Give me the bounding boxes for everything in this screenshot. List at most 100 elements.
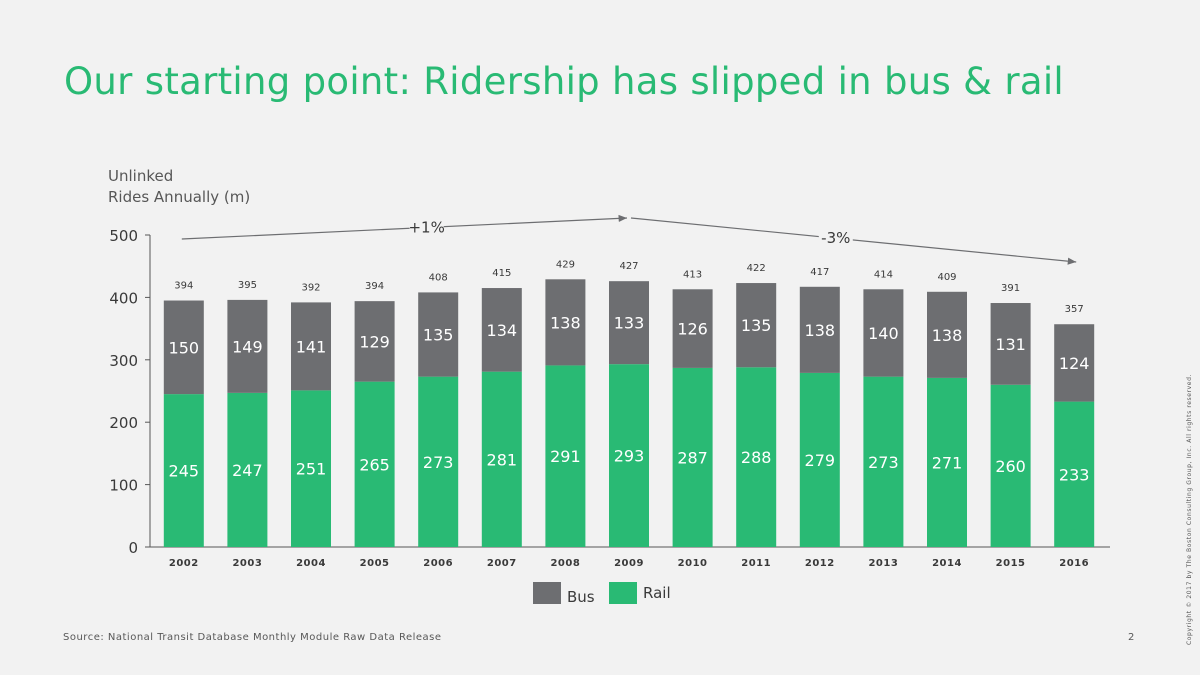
total-value-label: 394: [365, 281, 384, 292]
bar-bus: [163, 300, 204, 395]
total-value-label: 395: [238, 280, 257, 291]
total-value-label: 415: [492, 268, 511, 279]
page-number: 2: [1128, 632, 1135, 643]
y-tick-label: 100: [109, 477, 138, 495]
bar-bus: [418, 292, 459, 377]
bar-bus: [927, 291, 967, 378]
y-axis-label-line1: Unlinked: [108, 167, 174, 185]
trend-label: +1%: [408, 218, 444, 236]
total-value-label: 391: [1001, 283, 1020, 294]
bar-bus: [354, 301, 395, 382]
y-tick-label: 300: [109, 352, 138, 370]
y-tick-label: 200: [109, 414, 138, 432]
trend-label-bg: [409, 217, 444, 236]
legend-label: Rail: [643, 584, 671, 602]
x-tick-label: 2007: [487, 558, 517, 569]
x-tick-label: 2015: [996, 558, 1026, 569]
legend-label: Bus: [567, 588, 595, 606]
rail-value-label: 279: [805, 451, 836, 470]
rail-value-label: 271: [932, 453, 963, 472]
bar-bus: [799, 286, 840, 373]
total-value-label: 408: [429, 272, 448, 283]
legend-swatch: [533, 582, 561, 604]
x-tick-label: 2008: [550, 558, 580, 569]
y-tick-label: 0: [128, 539, 138, 557]
rail-value-label: 281: [487, 450, 518, 469]
bus-value-label: 138: [805, 321, 836, 340]
total-value-label: 357: [1065, 304, 1084, 315]
bar-bus: [863, 289, 904, 377]
bar-rail: [863, 376, 904, 547]
bar-bus: [545, 279, 586, 366]
bar-rail: [354, 381, 395, 547]
bar-rail: [672, 367, 713, 547]
bar-bus: [227, 299, 268, 393]
rail-value-label: 291: [550, 447, 581, 466]
rail-value-label: 288: [741, 448, 772, 467]
x-tick-label: 2011: [741, 558, 771, 569]
bus-value-label: 124: [1059, 354, 1090, 373]
y-axis-label-line2: Rides Annually (m): [108, 188, 251, 206]
bus-value-label: 140: [868, 324, 899, 343]
x-tick-label: 2002: [169, 558, 199, 569]
bar-rail: [418, 376, 459, 547]
total-value-label: 429: [556, 259, 575, 270]
total-value-label: 409: [937, 272, 956, 283]
rail-value-label: 293: [614, 447, 645, 466]
x-tick-label: 2006: [423, 558, 453, 569]
total-value-label: 422: [747, 263, 766, 274]
slide-title: Our starting point: Ridership has slippe…: [64, 60, 1064, 103]
rail-value-label: 233: [1059, 465, 1090, 484]
bar-bus: [1054, 324, 1095, 402]
bar-rail: [736, 367, 777, 547]
rail-value-label: 251: [296, 460, 327, 479]
bar-bus: [291, 302, 331, 391]
source-note: Source: National Transit Database Monthl…: [63, 632, 442, 643]
rail-value-label: 265: [359, 455, 390, 474]
rail-value-label: 260: [995, 457, 1026, 476]
bus-value-label: 141: [296, 337, 327, 356]
rail-value-label: 287: [677, 448, 708, 467]
total-value-label: 392: [301, 282, 320, 293]
x-tick-label: 2013: [868, 558, 898, 569]
rail-value-label: 245: [169, 462, 200, 481]
rail-value-label: 247: [232, 461, 263, 480]
bar-rail: [545, 365, 586, 547]
x-tick-label: 2004: [296, 558, 326, 569]
bar-bus: [990, 303, 1031, 385]
total-value-label: 427: [619, 261, 638, 272]
trend-label-bg: [818, 228, 853, 247]
total-value-label: 417: [810, 267, 829, 278]
bar-rail: [163, 394, 204, 547]
total-value-label: 414: [874, 269, 893, 280]
bus-value-label: 135: [741, 316, 772, 335]
rail-value-label: 273: [868, 453, 899, 472]
bus-value-label: 129: [359, 332, 390, 351]
y-axis-label: Unlinked Rides Annually (m): [108, 166, 250, 208]
bar-bus: [481, 288, 522, 372]
bar-rail: [1054, 401, 1095, 547]
bus-value-label: 138: [932, 326, 963, 345]
x-tick-label: 2014: [932, 558, 962, 569]
bus-value-label: 126: [677, 320, 708, 339]
trend-label: -3%: [821, 229, 850, 247]
bus-value-label: 135: [423, 326, 454, 345]
legend-swatch: [609, 582, 637, 604]
trend-arrow: [181, 214, 628, 240]
bar-rail: [799, 372, 840, 547]
bar-rail: [927, 377, 967, 547]
bar-bus: [672, 289, 713, 368]
bus-value-label: 134: [487, 321, 518, 340]
trend-arrow: [630, 217, 1077, 265]
bus-value-label: 138: [550, 313, 581, 332]
x-tick-label: 2003: [232, 558, 262, 569]
x-tick-label: 2005: [360, 558, 390, 569]
total-value-label: 394: [174, 281, 193, 292]
total-value-label: 413: [683, 269, 702, 280]
x-tick-label: 2009: [614, 558, 644, 569]
y-tick-label: 500: [109, 227, 138, 245]
rail-value-label: 273: [423, 453, 454, 472]
bus-value-label: 150: [169, 338, 200, 357]
